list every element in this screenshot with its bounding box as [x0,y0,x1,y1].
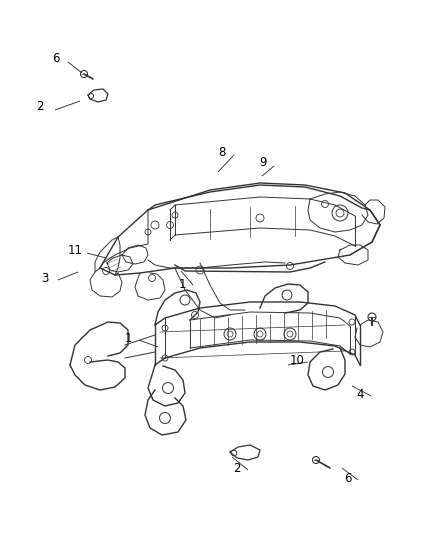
Text: 1: 1 [124,332,132,344]
Text: 3: 3 [41,271,49,285]
Text: 2: 2 [36,101,44,114]
Text: 11: 11 [67,244,82,256]
Text: 4: 4 [356,387,364,400]
Text: 6: 6 [344,472,352,484]
Text: 2: 2 [233,462,241,474]
Text: 1: 1 [178,279,186,292]
Text: 9: 9 [259,157,267,169]
Text: 6: 6 [52,52,60,64]
Text: 10: 10 [290,353,304,367]
Text: 8: 8 [218,146,226,158]
